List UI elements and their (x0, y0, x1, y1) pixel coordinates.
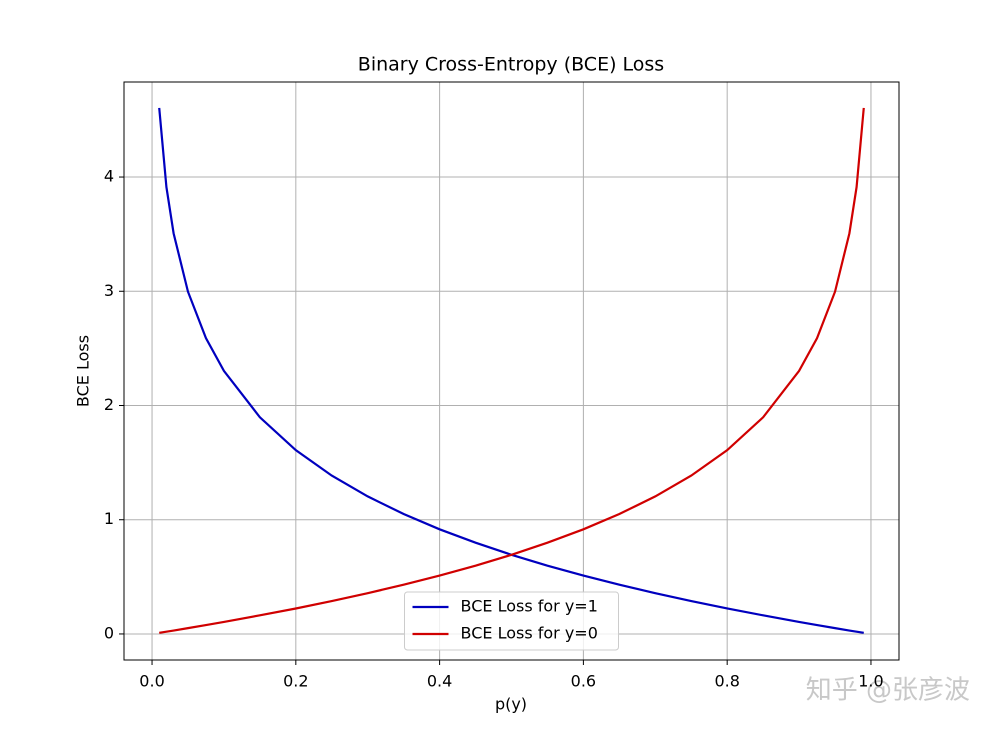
x-tick-label: 0.2 (283, 672, 308, 691)
plot-frame (123, 81, 900, 661)
y-tick-label: 1 (104, 509, 114, 528)
y-tick-label: 0 (104, 623, 114, 642)
legend-label: BCE Loss for y=0 (461, 624, 598, 643)
legend-label: BCE Loss for y=1 (461, 597, 598, 616)
legend-box (404, 591, 619, 651)
legend: BCE Loss for y=1 BCE Loss for y=0 (404, 591, 619, 651)
y-tick-label: 4 (104, 167, 114, 186)
y-tick-label: 2 (104, 395, 114, 414)
x-tick-label: 0.6 (571, 672, 596, 691)
watermark: 知乎 @张彦波 (806, 676, 970, 706)
x-axis-label: p(y) (495, 695, 527, 714)
y-tick-label: 3 (104, 281, 114, 300)
x-tick-label: 0.4 (427, 672, 452, 691)
data-line (159, 107, 865, 634)
x-tick-label: 0.0 (139, 672, 164, 691)
y-axis-label: BCE Loss (74, 335, 93, 407)
chart-title: Binary Cross-Entropy (BCE) Loss (358, 54, 664, 76)
x-tick-label: 1.0 (858, 672, 883, 691)
x-tick-label: 0.8 (714, 672, 739, 691)
